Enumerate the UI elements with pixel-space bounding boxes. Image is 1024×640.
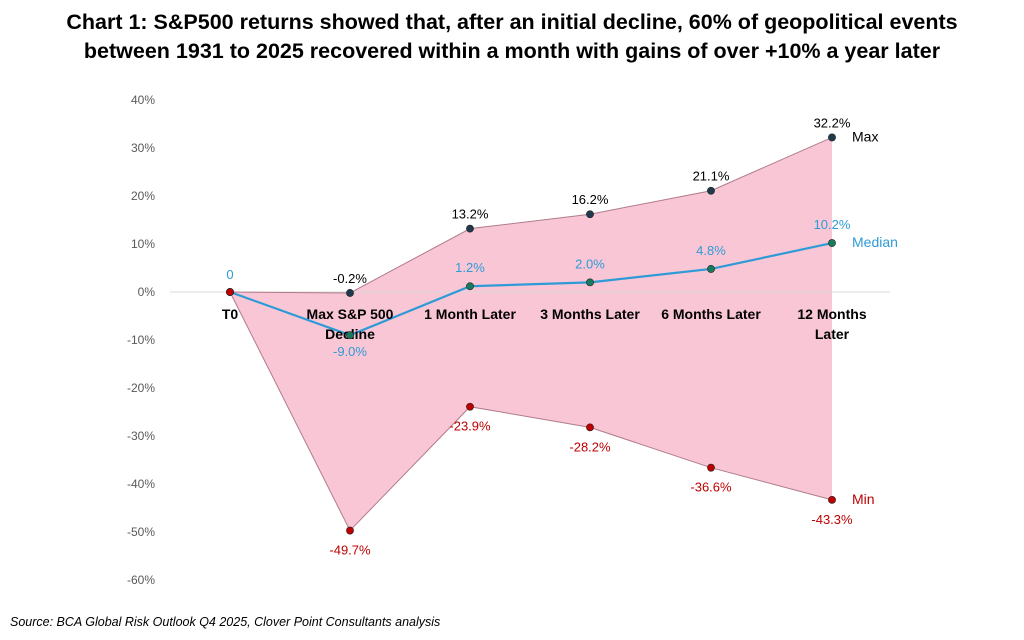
y-tick-label: 0% xyxy=(138,285,156,299)
median-series-line xyxy=(229,241,833,337)
median-data-point xyxy=(707,265,715,273)
y-tick-label: -10% xyxy=(127,333,155,347)
max-data-label: 32.2% xyxy=(814,115,851,130)
median-data-label: 0 xyxy=(226,267,233,282)
x-category-label: 6 Months Later xyxy=(661,306,761,322)
x-category-label: Max S&P 500 xyxy=(307,306,394,322)
y-tick-label: -60% xyxy=(127,573,155,587)
min-data-label: -49.7% xyxy=(329,543,371,558)
x-category-label: 12 Months xyxy=(797,306,866,322)
x-category-label: T0 xyxy=(222,306,239,322)
median-data-label: 1.2% xyxy=(455,260,485,275)
max-min-range-band xyxy=(230,137,832,531)
min-series-name: Min xyxy=(852,491,875,507)
median-data-point xyxy=(466,282,474,291)
max-data-label: 13.2% xyxy=(452,207,489,222)
min-data-point xyxy=(466,402,474,411)
y-tick-label: -40% xyxy=(127,477,155,491)
max-data-label: 21.1% xyxy=(693,169,730,184)
min-data-label: -36.6% xyxy=(690,480,732,495)
median-data-point xyxy=(226,288,234,296)
median-data-label: -9.0% xyxy=(333,344,367,359)
max-data-point xyxy=(466,224,474,233)
min-data-point xyxy=(828,495,836,504)
min-series-line xyxy=(229,291,833,532)
max-data-label: -0.2% xyxy=(333,271,367,286)
min-data-label: -23.9% xyxy=(449,419,491,434)
max-series-name: Max xyxy=(852,128,878,144)
median-data-point xyxy=(828,239,836,247)
max-data-point xyxy=(586,210,594,219)
median-series-name: Median xyxy=(852,234,898,250)
max-data-point xyxy=(707,186,715,195)
median-data-point xyxy=(586,278,594,287)
min-data-label: -28.2% xyxy=(569,439,611,454)
chart-title: Chart 1: S&P500 returns showed that, aft… xyxy=(0,8,1024,66)
max-data-point xyxy=(828,133,836,142)
min-data-point xyxy=(586,423,594,432)
y-tick-label: -20% xyxy=(127,381,155,395)
y-tick-label: 10% xyxy=(131,237,155,251)
source-note: Source: BCA Global Risk Outlook Q4 2025,… xyxy=(10,615,441,629)
x-category-label: 1 Month Later xyxy=(424,306,516,322)
chart-title-line-1: Chart 1: S&P500 returns showed that, aft… xyxy=(66,10,958,34)
median-data-label: 10.2% xyxy=(814,217,851,232)
median-data-label: 2.0% xyxy=(575,256,605,271)
x-category-label: 3 Months Later xyxy=(540,306,640,322)
max-data-point xyxy=(346,289,354,297)
y-tick-label: -50% xyxy=(127,525,155,539)
y-tick-label: -30% xyxy=(127,429,155,443)
x-category-label: Later xyxy=(815,326,850,342)
min-data-point xyxy=(346,526,354,535)
min-data-point xyxy=(707,463,715,472)
chart-title-line-2: between 1931 to 2025 recovered within a … xyxy=(83,39,941,63)
y-tick-label: 40% xyxy=(131,93,155,107)
max-data-label: 16.2% xyxy=(572,192,609,207)
y-tick-label: 20% xyxy=(131,189,155,203)
median-data-point xyxy=(346,331,354,340)
min-data-label: -43.3% xyxy=(811,512,853,527)
median-data-label: 4.8% xyxy=(696,243,726,258)
y-tick-label: 30% xyxy=(131,141,155,155)
max-series-line xyxy=(229,136,833,294)
